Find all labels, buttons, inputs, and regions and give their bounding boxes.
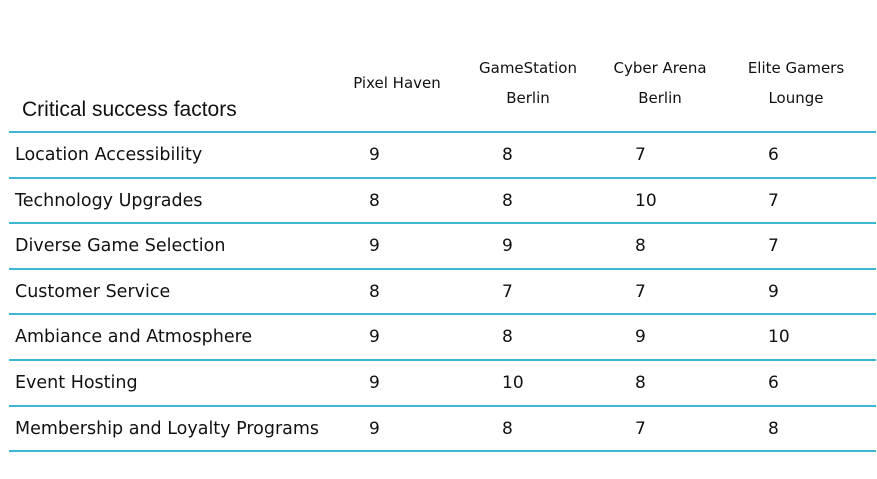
row-divider — [9, 359, 876, 361]
row-divider — [9, 176, 876, 179]
score-cell: 9 — [369, 145, 380, 165]
score-cell: 10 — [635, 190, 657, 211]
column-header-line1: Pixel Haven — [353, 74, 441, 92]
score-cell: 10 — [768, 327, 790, 348]
row-factor-label: Location Accessibility — [15, 145, 203, 165]
score-cell: 10 — [502, 373, 524, 393]
column-header-cyber-arena-berlin: Cyber Arena Berlin — [595, 53, 725, 113]
score-cell: 8 — [502, 190, 513, 211]
score-cell: 8 — [635, 373, 646, 393]
row-factor-label: Membership and Loyalty Programs — [15, 418, 320, 439]
score-cell: 9 — [369, 236, 380, 257]
score-cell: 7 — [635, 418, 646, 439]
score-cell: 7 — [768, 236, 779, 257]
row-factor-label: Diverse Game Selection — [15, 236, 226, 257]
column-header-line1: GameStation — [479, 59, 577, 77]
score-cell: 9 — [768, 281, 779, 302]
row-divider — [9, 267, 876, 270]
score-cell: 9 — [369, 418, 380, 439]
score-cell: 7 — [502, 281, 513, 302]
column-header-line2: Berlin — [638, 89, 682, 107]
score-cell: 8 — [369, 190, 380, 211]
score-cell: 7 — [635, 281, 646, 302]
score-cell: 7 — [768, 190, 779, 211]
score-cell: 9 — [369, 327, 380, 348]
score-cell: 8 — [502, 145, 513, 165]
header-divider — [9, 131, 876, 133]
score-cell: 8 — [502, 418, 513, 439]
column-header-line2: Berlin — [506, 89, 550, 107]
score-cell: 6 — [768, 373, 779, 393]
table-title: Critical success factors — [22, 98, 237, 121]
score-cell: 8 — [369, 281, 380, 302]
row-divider — [9, 450, 876, 453]
column-header-line1: Cyber Arena — [613, 59, 707, 77]
column-header-line2: Lounge — [768, 89, 824, 107]
score-cell: 8 — [635, 236, 646, 257]
row-divider — [9, 313, 876, 316]
column-header-elite-gamers-lounge: Elite Gamers Lounge — [731, 53, 861, 113]
row-factor-label: Ambiance and Atmosphere — [15, 327, 253, 348]
score-cell: 6 — [768, 145, 779, 165]
score-cell: 9 — [502, 236, 513, 257]
row-factor-label: Event Hosting — [15, 373, 138, 393]
row-factor-label: Technology Upgrades — [15, 190, 203, 211]
score-cell: 8 — [768, 418, 779, 439]
row-divider — [9, 222, 876, 225]
column-header-line1: Elite Gamers — [747, 59, 845, 77]
column-header-gamestation-berlin: GameStation Berlin — [463, 53, 593, 113]
column-header-pixel-haven: Pixel Haven — [332, 68, 462, 98]
row-factor-label: Customer Service — [15, 281, 171, 302]
row-divider — [9, 404, 876, 407]
score-cell: 9 — [369, 373, 380, 393]
score-cell: 8 — [502, 327, 513, 348]
score-cell: 7 — [635, 145, 646, 165]
score-cell: 9 — [635, 327, 646, 348]
